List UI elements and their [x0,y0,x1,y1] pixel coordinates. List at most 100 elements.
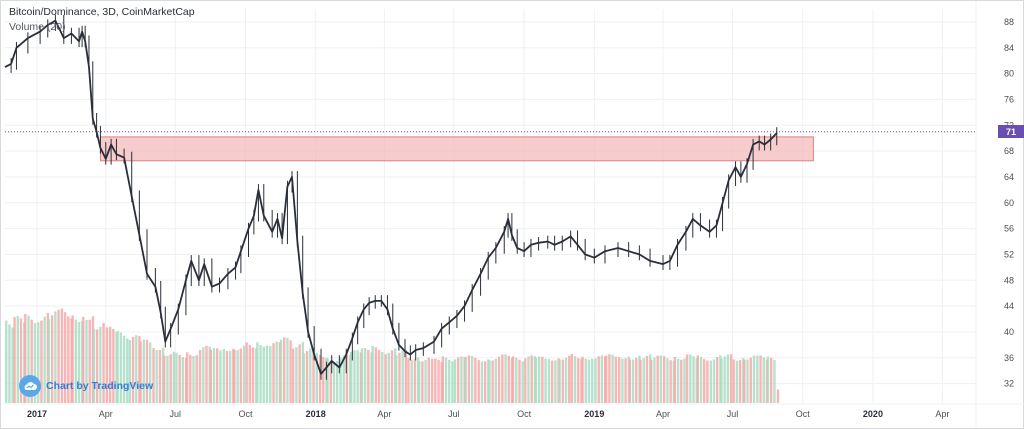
volume-bar [315,352,319,403]
volume-bar [511,356,515,403]
volume-label[interactable]: Volume (20) [9,21,66,33]
volume-bar [663,356,666,403]
volume-bar [135,335,138,403]
volume-bar [680,359,683,403]
volume-bar [312,347,315,403]
volume-bar [329,360,332,403]
volume-bar [145,339,149,403]
volume-bar [339,357,342,403]
volume-bar [245,342,248,403]
resistance-zone-layer [99,136,814,162]
volume-bar [430,358,434,403]
volume-bar [706,360,709,403]
price-series-layer [4,14,976,380]
volume-bar [166,355,169,403]
volume-bar [729,354,733,403]
volume-bar [441,356,445,403]
volume-bar [558,359,561,403]
volume-bar [642,358,645,403]
volume-bar [676,358,680,403]
volume-bar [683,358,686,403]
volume-bar [470,355,474,403]
volume-bar [597,356,600,403]
volume-bar [40,320,43,403]
volume-bar [30,319,33,403]
volume-bar [703,359,706,403]
volume-bar [554,360,557,403]
volume-bar [192,355,195,403]
symbol-title[interactable]: Bitcoin/Dominance, 3D, CoinMarketCap [9,6,195,18]
volume-bar [444,357,448,403]
volume-bar [395,355,398,403]
volume-bar [122,335,126,403]
volume-bar [501,354,504,403]
volume-bar [477,360,480,403]
volume-bar [128,339,132,403]
x-tick-label: 2019 [584,409,604,419]
volume-bar [491,360,494,403]
volume-bar [175,352,178,403]
volume-bar [773,359,776,403]
volume-bar [550,360,554,403]
volume-bar [286,337,289,403]
volume-bar [251,347,255,403]
volume-bar [614,356,618,403]
y-tick-label: 52 [1004,249,1014,259]
x-tick-label: Apr [656,409,670,419]
volume-bar [292,348,295,403]
volume-bar [381,351,384,403]
volume-bar [105,327,109,403]
y-tick-label: 76 [1004,94,1014,104]
volume-bar [561,359,565,403]
volume-bar [71,315,74,403]
volume-bar [608,354,611,403]
volume-bar [611,354,614,403]
volume-bar [57,309,60,403]
volume-bar [404,350,408,403]
volume-bar [448,359,451,403]
volume-bar [92,329,96,403]
volume-bar [410,359,413,403]
volume-bar [659,355,663,403]
volume-bar [212,348,216,403]
volume-bar [639,359,642,403]
y-tick-label: 56 [1004,224,1014,234]
volume-bar [248,344,252,403]
volume-bar [427,357,430,403]
volume-bar [762,357,765,403]
chart-legend: Bitcoin/Dominance, 3D, CoinMarketCap Vol… [9,5,195,35]
y-tick-label: 84 [1004,43,1014,53]
volume-bars [5,308,780,403]
volume-bar [421,361,424,403]
volume-bar [544,358,547,403]
volume-bar [202,347,205,403]
volume-bar [95,329,99,403]
volume-bar [587,359,591,403]
x-axis[interactable]: 2017 Apr Jul Oct 2018 Apr Jul Oct 2019 Apr Jul Oct 2… [27,409,949,419]
volume-bar [464,356,467,403]
volume-bar [5,320,8,403]
tradingview-branding[interactable]: Chart by TradingView [19,375,153,397]
volume-bar [568,355,571,403]
x-tick-label: Jul [448,409,460,419]
y-axis[interactable]: 323640444852566064687276808488 [1004,17,1014,389]
y-tick-label: 64 [1004,172,1014,182]
volume-bar [666,358,669,403]
volume-bar [322,357,325,403]
volume-bar [617,357,621,403]
branding-label[interactable]: Chart by TradingView [46,380,154,392]
volume-bar [335,360,339,403]
volume-bar [530,355,533,403]
volume-bar [738,360,742,403]
y-tick-label: 80 [1004,69,1014,79]
volume-bar [605,355,608,403]
volume-bar [656,355,659,403]
volume-bar [709,360,712,403]
volume-bar [504,354,507,403]
volume-bar [74,319,78,403]
volume-bar [228,350,232,403]
volume-bar [434,358,437,403]
volume-bar [332,361,336,403]
volume-bar [256,342,259,403]
